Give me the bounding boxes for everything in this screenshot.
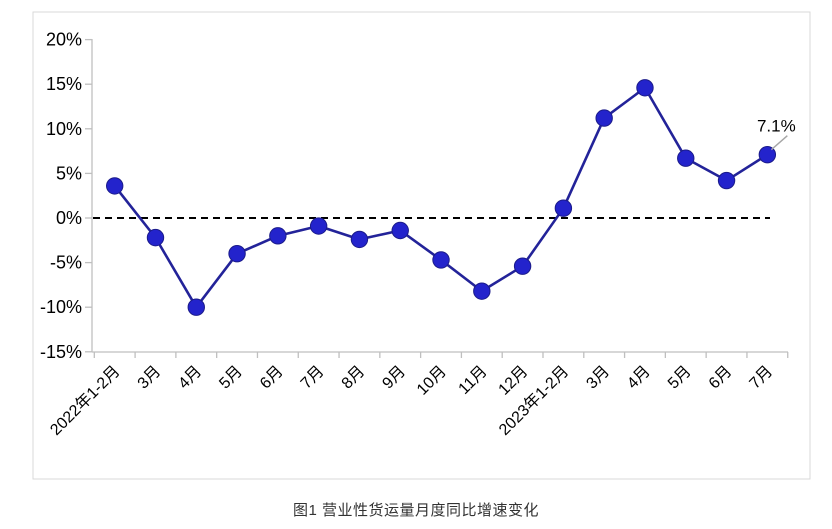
data-point-marker	[513, 257, 532, 275]
y-axis-tick-label: 0%	[56, 208, 82, 228]
data-point-marker	[309, 217, 328, 235]
y-axis-tick-label: 15%	[46, 74, 82, 94]
data-point-marker	[432, 251, 450, 269]
y-axis-tick-label: -5%	[50, 253, 82, 273]
data-point-marker	[391, 221, 409, 240]
y-axis-tick-label: 20%	[46, 30, 82, 50]
chart-caption: 图1 营业性货运量月度同比增速变化	[292, 502, 539, 519]
line-chart: 20%15%10%5%0%-5%-10%-15%2022年1-2月 3月 4月 5月 6…	[32, 11, 811, 480]
data-point-marker	[228, 244, 246, 263]
data-point-marker	[106, 177, 124, 195]
y-axis-tick-label: 10%	[46, 119, 82, 139]
data-point-marker	[677, 149, 695, 167]
data-point-marker	[473, 282, 491, 300]
data-label-annotation: 7.1%	[757, 117, 796, 136]
data-point-marker	[146, 228, 165, 247]
data-point-marker	[636, 79, 654, 97]
y-axis-tick-label: -15%	[40, 342, 82, 362]
data-point-marker	[758, 145, 777, 164]
annotation-leader-line	[770, 135, 788, 151]
data-point-marker	[717, 171, 736, 190]
data-point-marker	[554, 199, 573, 217]
y-axis-tick-label: 5%	[56, 163, 82, 183]
data-point-marker	[187, 298, 205, 316]
data-point-marker	[595, 109, 613, 127]
data-point-marker	[269, 227, 287, 245]
y-axis-tick-label: -10%	[40, 297, 82, 317]
data-point-marker	[350, 230, 369, 249]
